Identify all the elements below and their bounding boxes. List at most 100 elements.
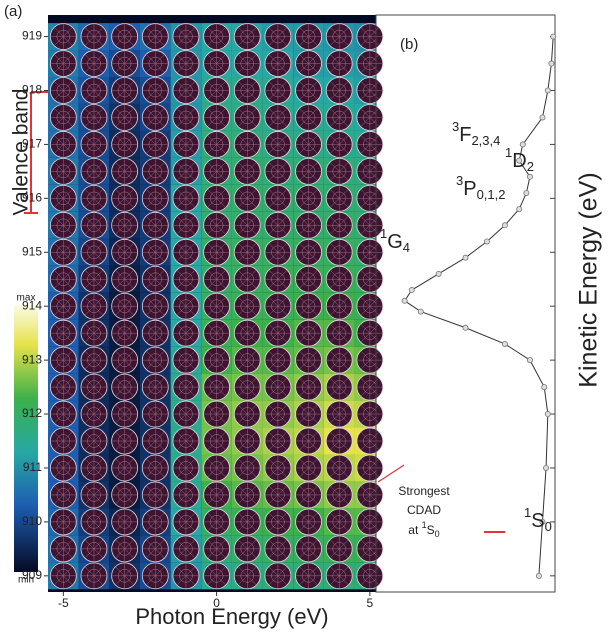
pattern-ring [179,488,193,502]
note-line: at 1S0 [408,520,439,539]
pattern-lines [295,481,322,508]
pattern-ring [332,434,346,448]
panel-label: (b) [400,36,418,53]
pattern-ring [117,434,132,448]
pattern-ring [117,164,132,179]
pattern-ring [209,110,224,125]
pattern-ring [56,380,71,394]
pattern-lines [326,508,353,535]
pattern-lines [234,23,261,50]
term-sup: 3 [456,173,463,188]
pattern-lines [356,562,383,589]
pattern-lines [356,454,383,481]
pattern-ring [209,56,224,71]
pattern-ring [271,353,285,367]
x-tick-label: 5 [367,596,374,610]
pattern-ring [332,299,346,313]
pattern-ring [87,299,101,313]
pattern-lines [81,535,107,562]
profile-point [544,411,551,418]
pattern-lines [234,562,261,589]
pattern-ring [117,326,132,340]
pattern-lines [111,347,138,374]
pattern-ring [271,515,285,529]
y-tick-label: 914 [22,298,42,312]
pattern-lines [326,374,353,401]
pattern-ring [56,542,71,556]
pattern-lines [203,131,230,158]
pattern-lines [111,428,138,454]
pattern-ring [179,137,193,152]
colorbar-max: max [17,293,36,304]
pattern-lines [326,104,353,131]
pattern-lines [234,185,261,212]
pattern-lines [234,50,261,77]
pattern-ring [117,272,132,286]
pattern-ring [87,380,101,394]
pattern-ring [56,272,71,286]
pattern-ring [56,164,71,179]
pattern-ring [209,380,224,394]
pattern-lines [356,266,383,293]
profile-point [401,297,408,304]
pattern-lines [81,320,107,347]
pattern-lines [172,481,199,508]
pattern-lines [295,23,322,50]
pattern-ring [332,380,346,394]
pattern-ring [148,542,163,556]
pattern-lines [142,374,169,401]
pattern-lines [172,158,199,185]
pattern-lines [356,104,383,131]
profile-point [548,60,555,67]
pattern-ring [148,407,163,421]
pattern-lines [295,266,322,293]
pattern-lines [142,266,169,293]
pattern-lines [264,158,291,185]
y-tick-label: 913 [22,352,42,366]
y-tick-label: 916 [22,191,42,205]
pattern-lines [264,481,291,508]
pattern-lines [264,320,291,347]
pattern-lines [50,508,77,535]
pattern-lines [264,77,291,104]
pattern-lines [295,347,322,374]
pattern-lines [234,293,261,320]
pattern-ring [240,164,254,179]
pattern-ring [332,488,346,502]
pattern-ring [117,299,132,313]
pattern-lines [326,266,353,293]
pattern-lines [356,508,383,535]
pattern-lines [326,131,353,158]
pattern-ring [117,380,132,394]
pattern-ring [240,542,254,556]
pattern-lines [234,239,261,266]
pattern-ring [87,272,101,286]
pattern-ring [240,407,254,421]
pattern-lines [50,562,77,589]
pattern-ring [332,272,346,286]
pattern-ring [271,542,285,556]
note-base: S [427,523,435,537]
pattern-ring [271,488,285,502]
pattern-lines [356,293,383,320]
pattern-ring [301,569,316,583]
pattern-lines [264,239,291,266]
y-tick-label: 912 [22,406,42,420]
pattern-lines [203,266,230,293]
pattern-lines [111,562,138,589]
pattern-ring [240,299,254,313]
pattern-lines [326,454,353,481]
pattern-lines [203,77,230,104]
pattern-ring [148,83,163,98]
pattern-lines [295,508,322,535]
pattern-lines [264,428,291,454]
pattern-lines [111,23,138,50]
profile-point [417,308,424,315]
pattern-lines [81,212,107,239]
pattern-lines [50,454,77,481]
pattern-ring [148,191,163,206]
pattern-lines [111,158,138,185]
profile-point [541,384,548,391]
pattern-ring [271,569,285,583]
